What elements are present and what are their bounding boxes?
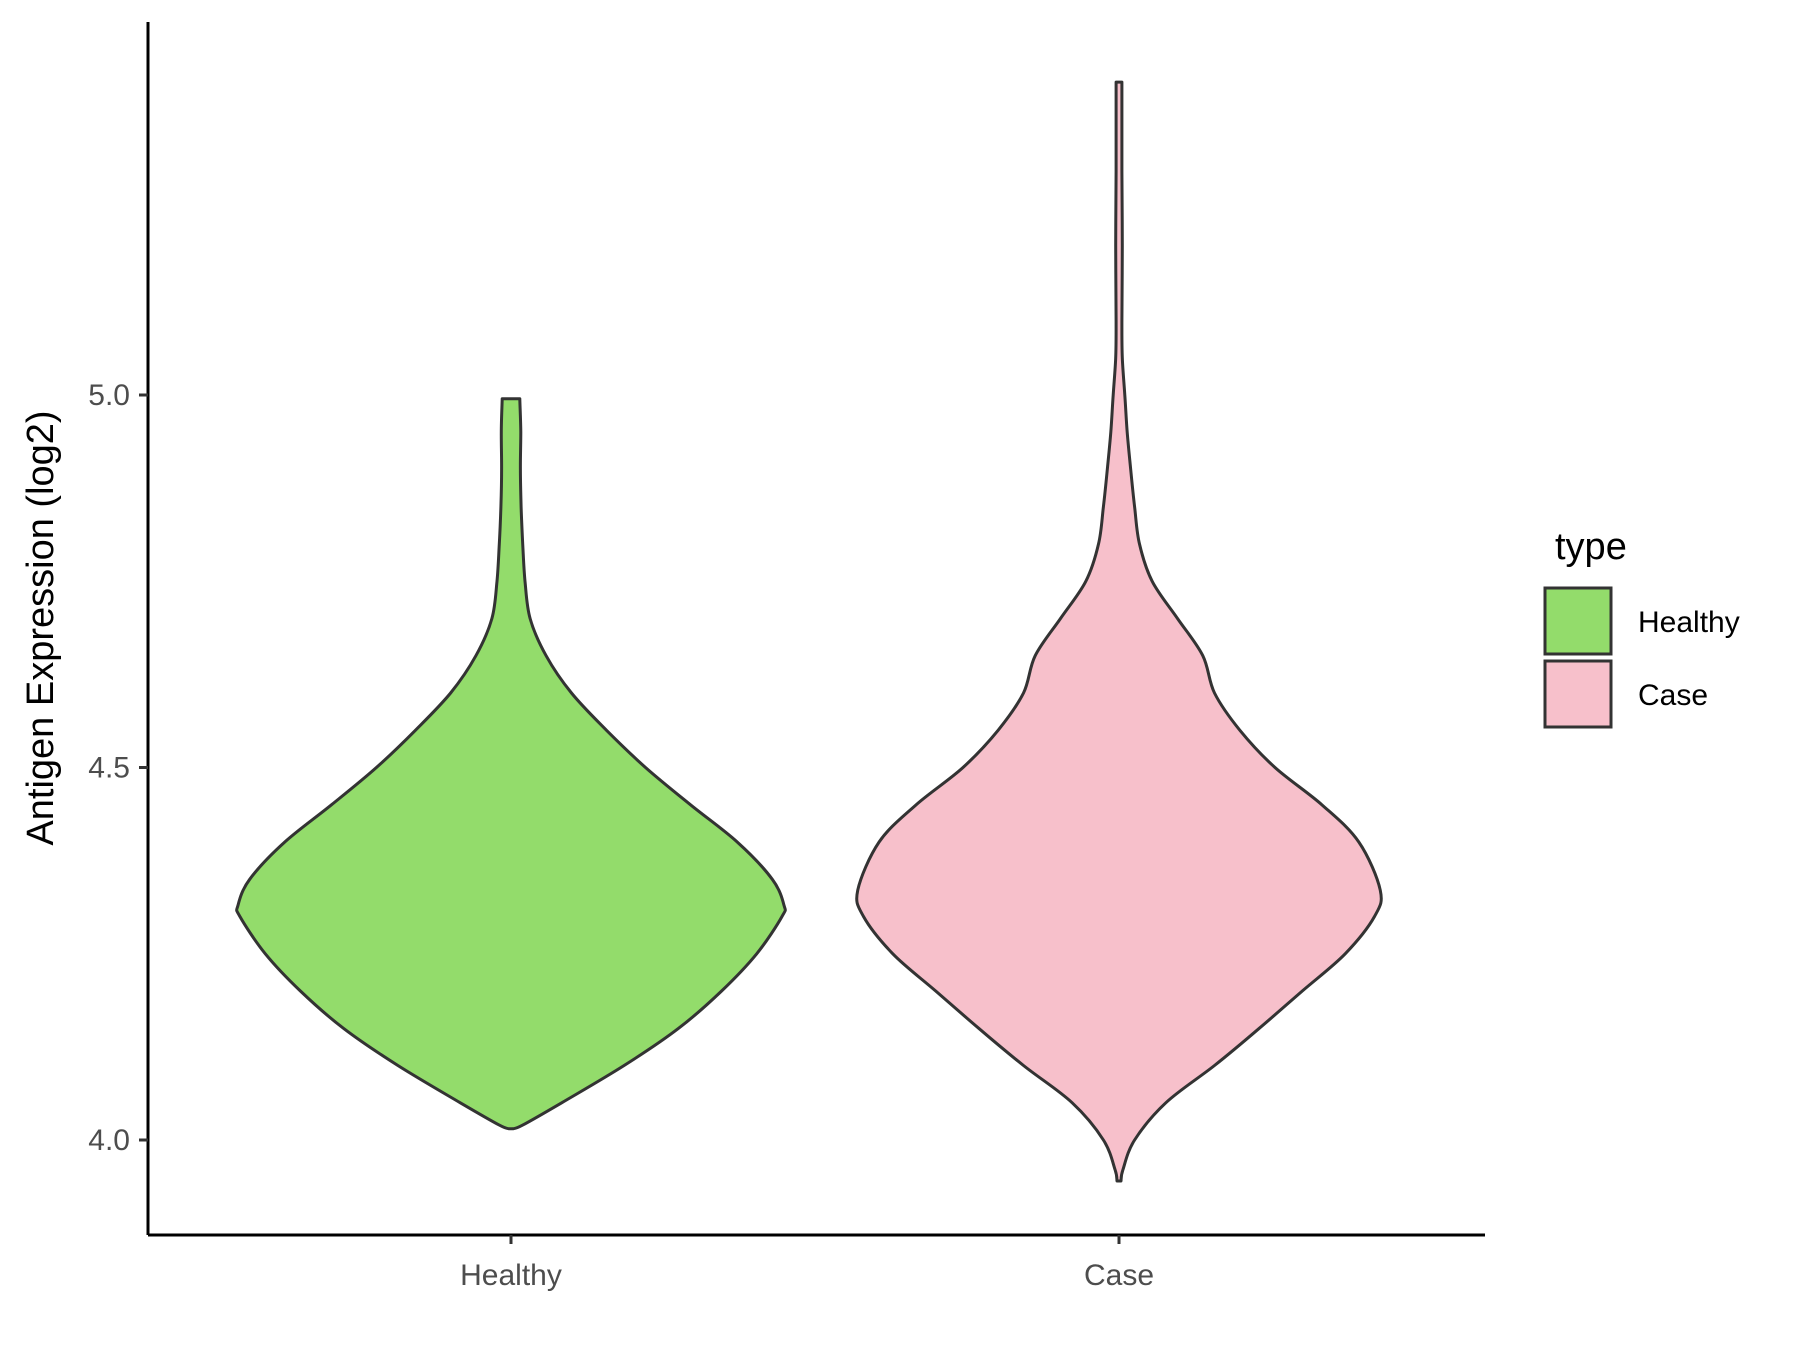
- y-axis-ticks: 4.0 4.5 5.0: [88, 379, 148, 1157]
- y-tick-label: 4.0: [88, 1124, 130, 1157]
- legend-swatch-healthy: [1543, 586, 1613, 656]
- legend-label-healthy: Healthy: [1638, 606, 1740, 639]
- violins: [235, 80, 1383, 1183]
- plot-area: [235, 80, 1383, 1183]
- legend-items: Healthy Case: [1543, 586, 1740, 729]
- legend-title: type: [1555, 526, 1627, 568]
- legend-label-case: Case: [1638, 679, 1708, 712]
- legend: type Healthy Case: [1543, 526, 1740, 729]
- x-tick-label: Case: [1084, 1259, 1154, 1292]
- legend-swatch-case: [1543, 659, 1613, 729]
- y-axis-title: Antigen Expression (log2): [20, 410, 62, 845]
- y-tick-label: 5.0: [88, 379, 130, 412]
- x-tick-label: Healthy: [460, 1259, 562, 1292]
- violin-case: [855, 80, 1383, 1183]
- x-axis-ticks: Healthy Case: [460, 1235, 1154, 1292]
- violin-healthy: [235, 397, 787, 1131]
- y-tick-label: 4.5: [88, 752, 130, 785]
